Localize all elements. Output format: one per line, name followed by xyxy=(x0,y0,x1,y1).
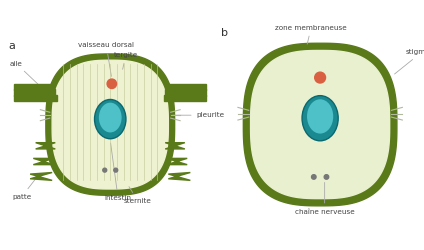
Polygon shape xyxy=(165,143,185,149)
Text: stigmate: stigmate xyxy=(395,49,424,74)
Ellipse shape xyxy=(307,99,333,134)
Circle shape xyxy=(324,175,329,179)
Polygon shape xyxy=(46,54,175,195)
Polygon shape xyxy=(167,158,187,165)
Ellipse shape xyxy=(99,102,122,132)
Polygon shape xyxy=(164,95,206,101)
Circle shape xyxy=(103,168,107,172)
Text: b: b xyxy=(221,28,228,38)
Polygon shape xyxy=(165,89,206,96)
Polygon shape xyxy=(14,89,55,96)
Polygon shape xyxy=(167,84,206,90)
Text: vaisseau dorsal: vaisseau dorsal xyxy=(78,42,134,76)
Text: pleurite: pleurite xyxy=(173,112,225,118)
Polygon shape xyxy=(14,84,54,90)
Polygon shape xyxy=(251,50,390,199)
Ellipse shape xyxy=(95,100,126,139)
Circle shape xyxy=(315,72,326,83)
Polygon shape xyxy=(30,172,52,180)
Ellipse shape xyxy=(302,96,338,141)
Text: patte: patte xyxy=(12,174,39,200)
Text: intestin: intestin xyxy=(105,143,131,201)
Polygon shape xyxy=(33,158,54,165)
Text: a: a xyxy=(8,40,15,50)
Polygon shape xyxy=(14,95,57,101)
Polygon shape xyxy=(36,143,55,149)
Text: chaîne nerveuse: chaîne nerveuse xyxy=(295,182,354,214)
Text: zone membraneuse: zone membraneuse xyxy=(275,24,347,44)
Text: tergite: tergite xyxy=(114,52,138,69)
Polygon shape xyxy=(168,172,190,180)
Polygon shape xyxy=(243,43,397,206)
Circle shape xyxy=(312,175,316,179)
Circle shape xyxy=(107,79,117,88)
Polygon shape xyxy=(52,60,168,189)
Text: sternite: sternite xyxy=(124,187,152,204)
Text: aile: aile xyxy=(10,60,44,90)
Circle shape xyxy=(114,168,118,172)
